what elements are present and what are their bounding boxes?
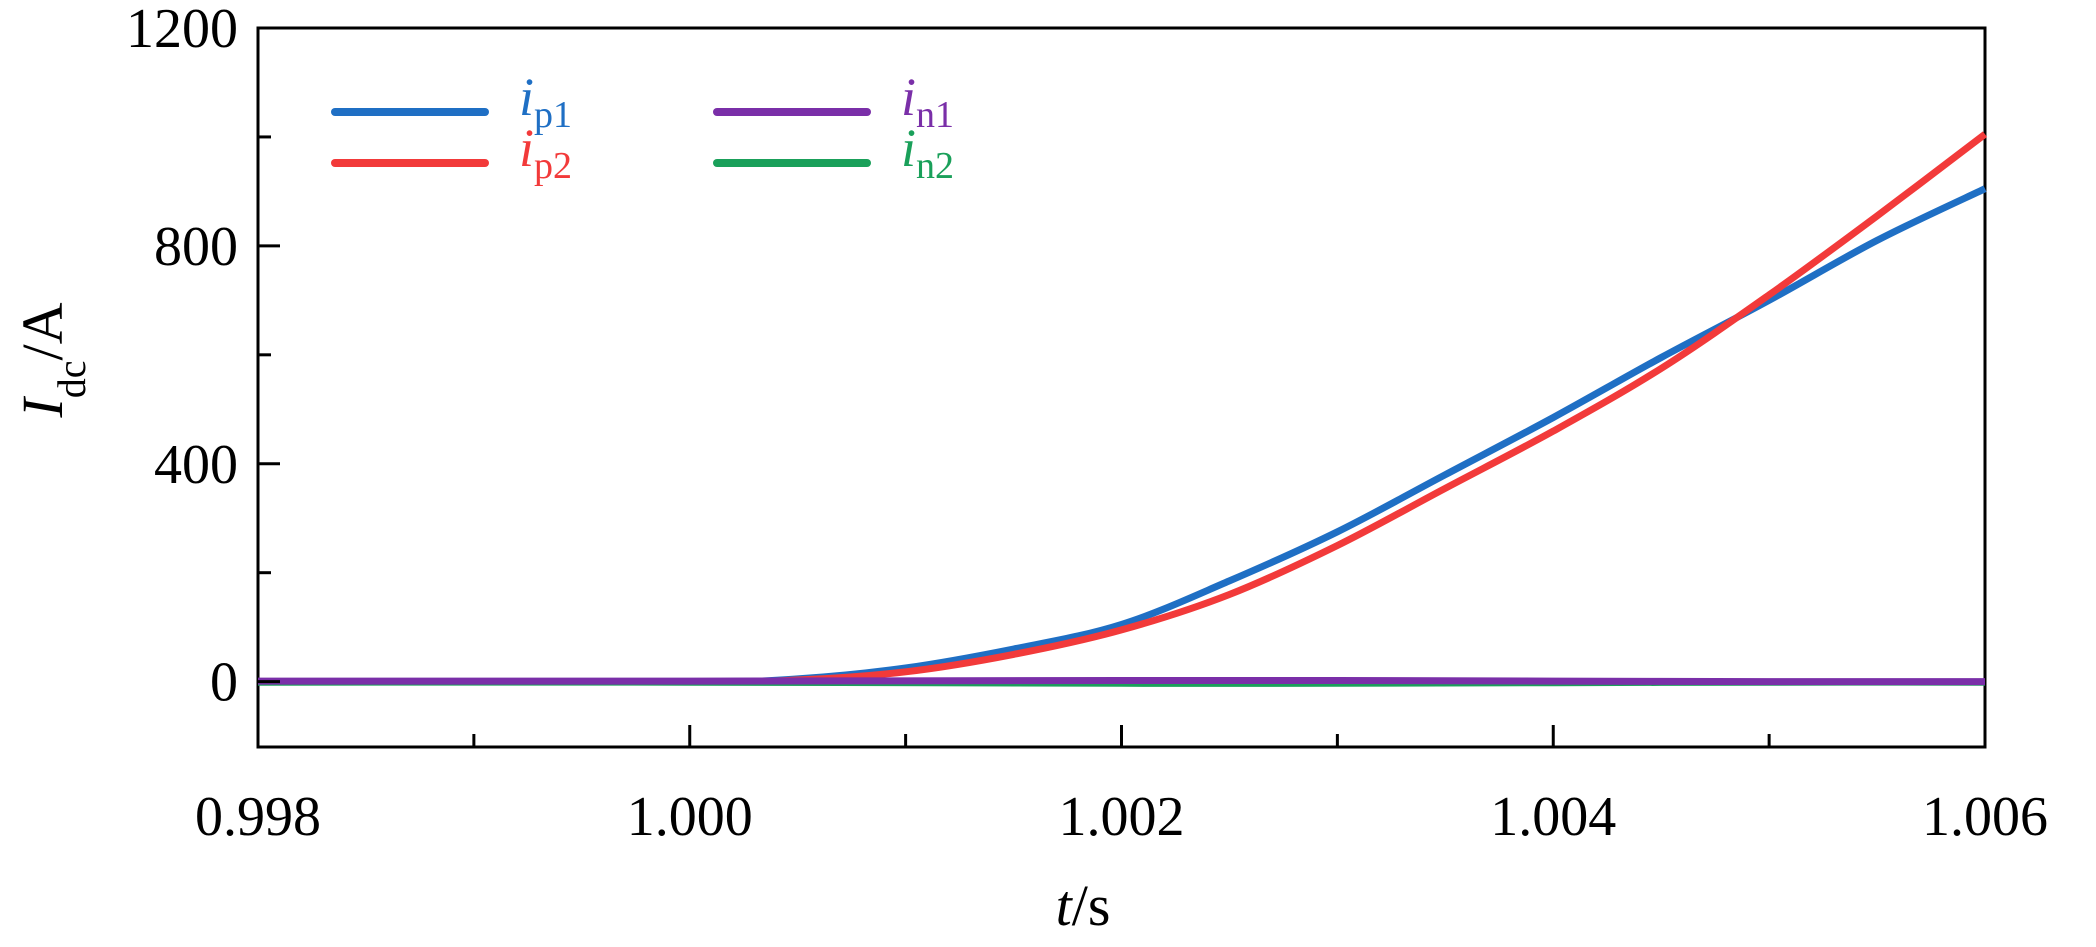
legend-label-in1: in1 (901, 67, 954, 136)
y-axis-label-sub: dc (49, 360, 94, 398)
x-axis-label: t/s (1056, 873, 1111, 938)
series-line-ip1 (257, 185, 1987, 686)
ticks-group: 0.998 1.000 1.002 1.004 1.006 0 400 800 1200 (126, 0, 2048, 848)
y-tick-label: 0 (210, 652, 238, 714)
x-tick-label: 1.004 (1490, 786, 1616, 848)
x-axis-label-rest: /s (1072, 873, 1111, 938)
axis-labels-group: Idc/A t/s (10, 302, 1110, 938)
y-tick-label: 400 (154, 434, 238, 496)
x-axis-label-main: t (1056, 873, 1074, 938)
y-axis-label: Idc/A (10, 302, 94, 418)
y-tick-label: 800 (154, 216, 238, 278)
series-line-ip2 (257, 131, 1988, 686)
x-tick-label: 1.006 (1922, 786, 2048, 848)
y-axis-label-main: I (10, 396, 75, 419)
series-group (257, 131, 1988, 687)
plot-frame (256, 26, 1987, 749)
legend-label-ip2: ip2 (519, 118, 572, 187)
legend-label-ip1: ip1 (519, 67, 572, 136)
y-axis-label-rest: /A (10, 302, 75, 360)
x-tick-label: 0.998 (195, 786, 321, 848)
x-tick-label: 1.002 (1059, 786, 1185, 848)
plot-frame-group (256, 26, 1987, 749)
y-tick-label: 1200 (126, 0, 238, 60)
legend-label-in2: in2 (901, 118, 954, 187)
x-tick-label: 1.000 (627, 786, 753, 848)
series-line-in1 (257, 676, 1986, 686)
